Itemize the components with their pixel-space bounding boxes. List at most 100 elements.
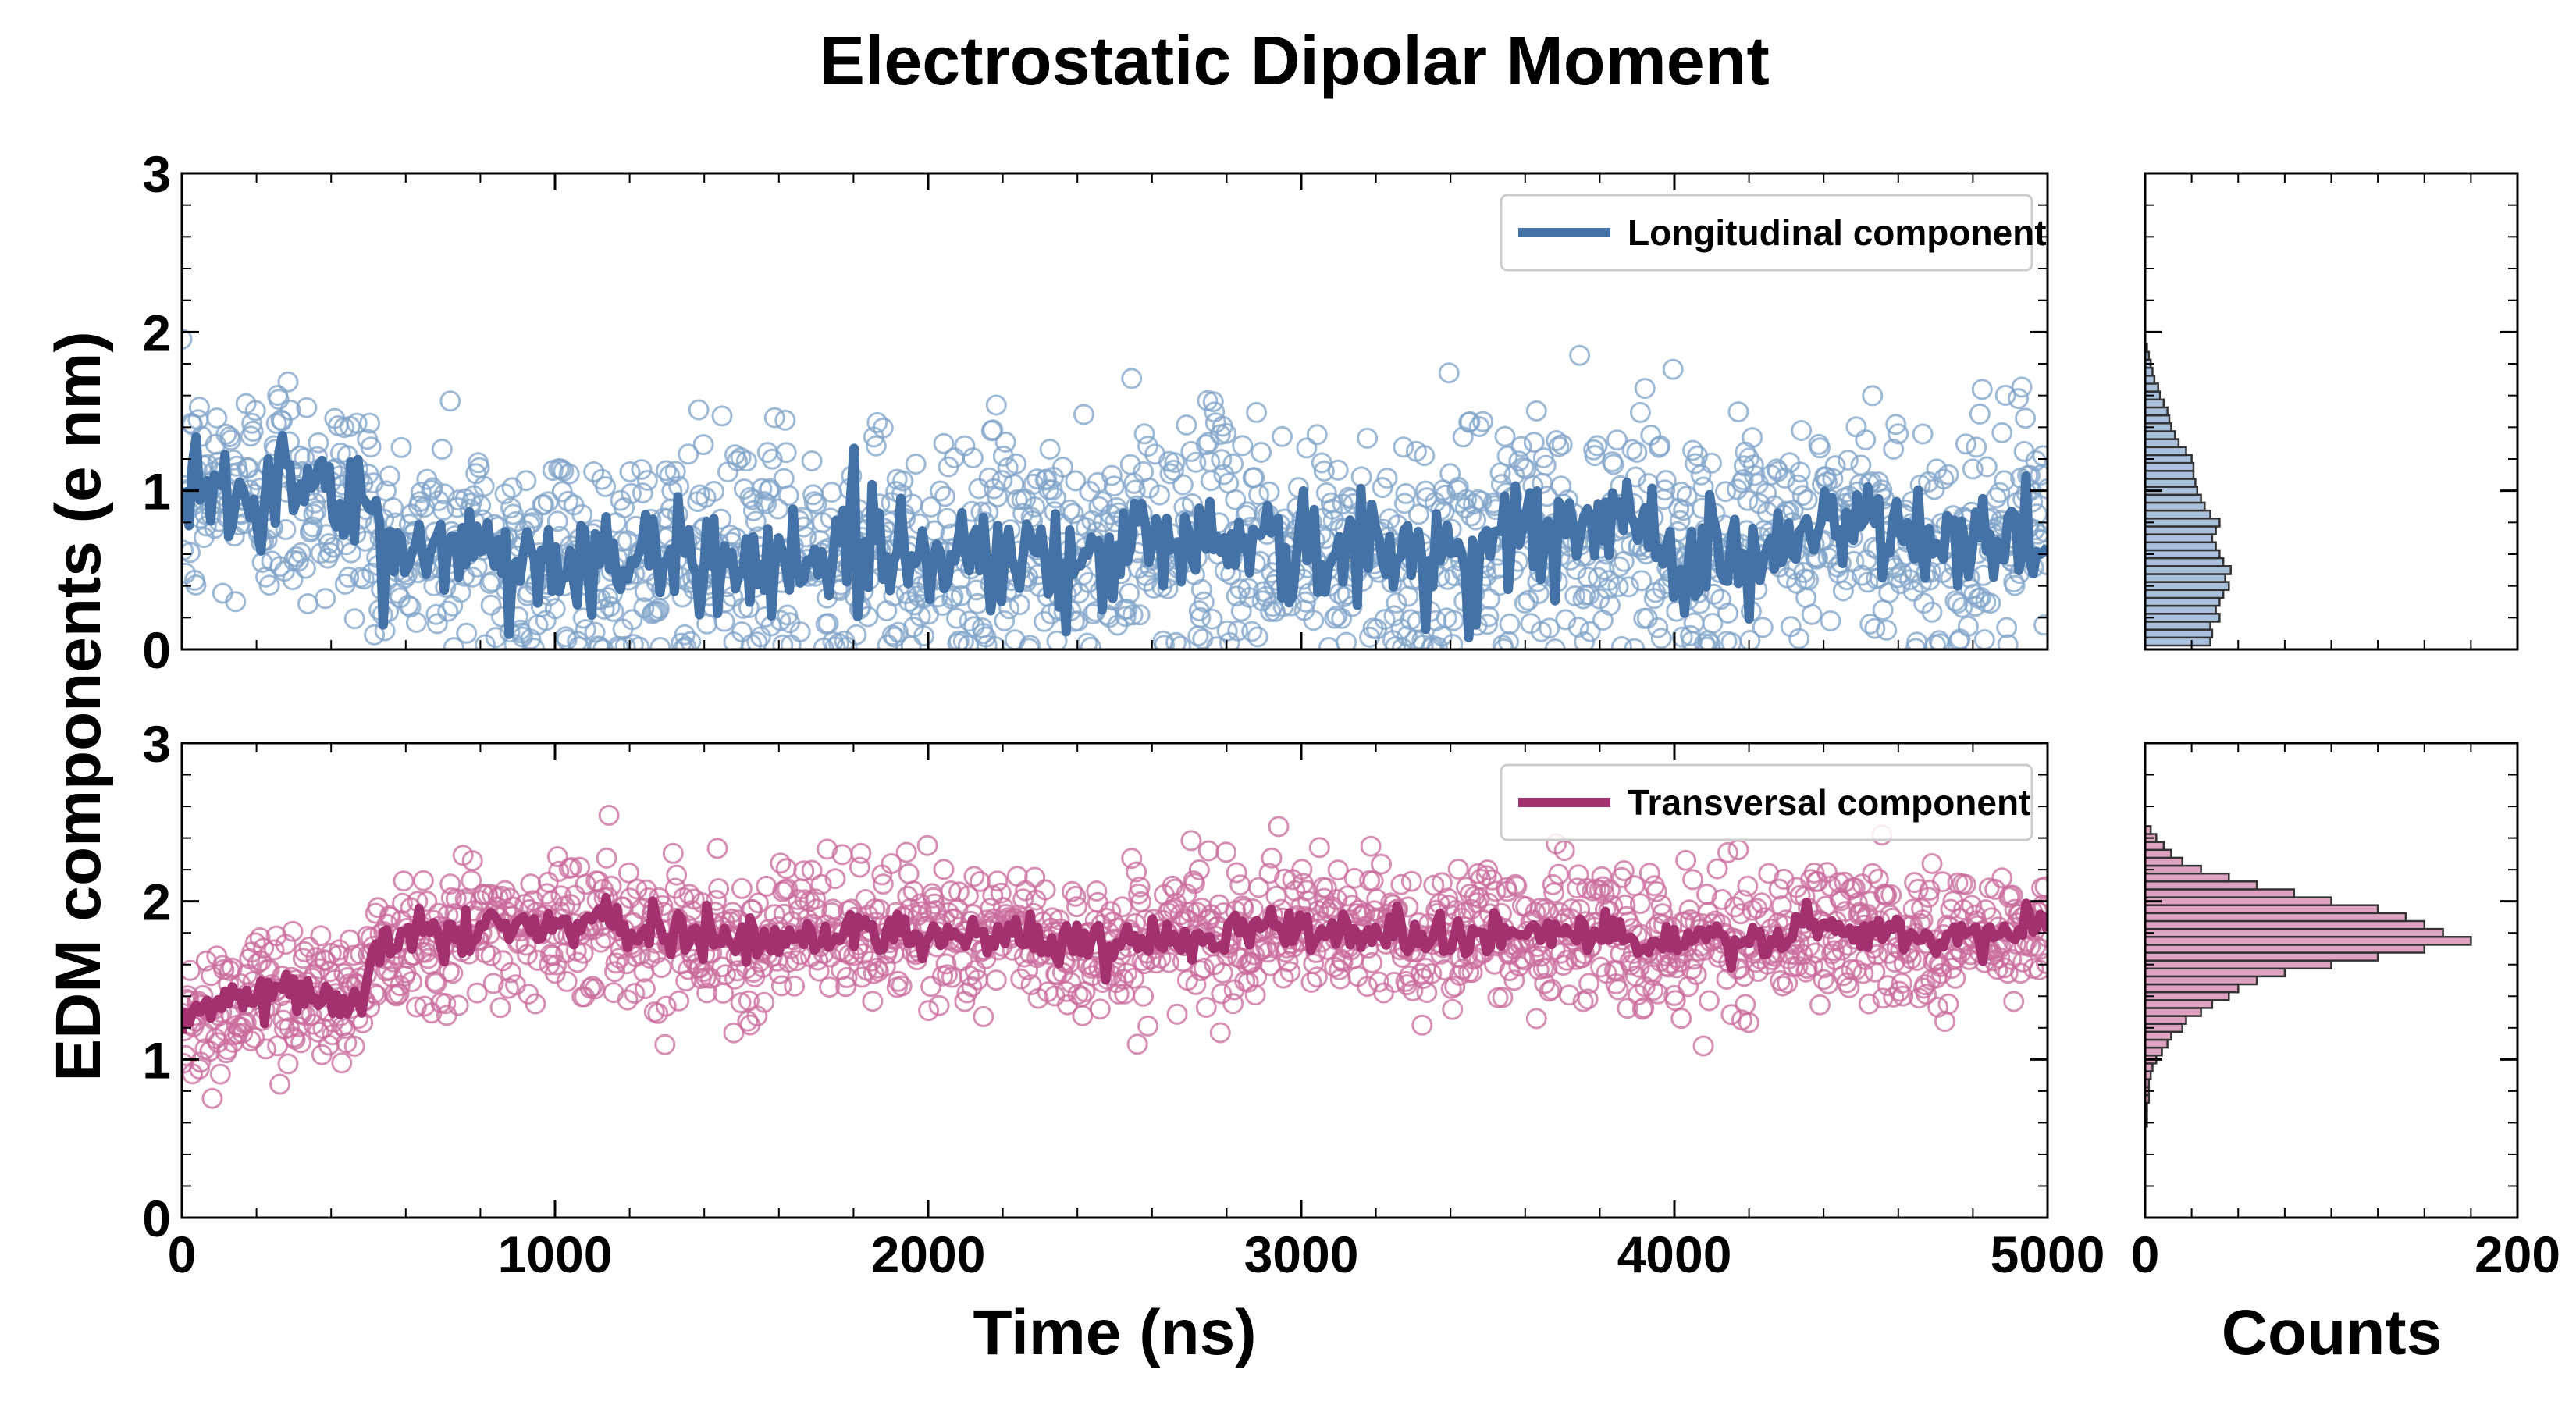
transversal-scatter-point [1164, 878, 1186, 900]
transversal-scatter-point [824, 868, 846, 890]
transversal-scatter-point [380, 906, 401, 928]
transversal-scatter-point [935, 953, 957, 975]
transversal-scatter-point [564, 884, 586, 906]
transversal-scatter-point [1402, 980, 1424, 1001]
longitudinal-scatter-point [680, 631, 702, 649]
longitudinal-scatter-point [621, 609, 643, 631]
transversal-histogram-bar [2144, 975, 2258, 986]
longitudinal-scatter-point [1782, 500, 1804, 521]
transversal-legend-box [1500, 763, 2033, 841]
transversal-scatter-point [1916, 984, 1937, 1005]
transversal-histogram-bar [2144, 967, 2286, 978]
longitudinal-scatter-point [1989, 482, 2011, 503]
longitudinal-scatter-point [982, 419, 1004, 441]
transversal-scatter-point [1133, 985, 1155, 1007]
longitudinal-histogram-bar [2144, 604, 2217, 615]
transversal-scatter-point [2030, 938, 2048, 960]
longitudinal-scatter-point [1386, 592, 1407, 614]
longitudinal-histogram-bar [2144, 509, 2211, 520]
transversal-scatter-point [654, 1033, 676, 1055]
longitudinal-scatter-point [597, 587, 619, 608]
transversal-scatter-point [918, 1000, 940, 1022]
transversal-scatter-point [482, 973, 504, 994]
longitudinal-scatter-point [1149, 484, 1170, 506]
transversal-scatter-point [1421, 962, 1443, 984]
longitudinal-scatter-point [182, 414, 203, 436]
longitudinal-scatter-point [614, 635, 636, 649]
longitudinal-scatter-point [1742, 454, 1764, 476]
longitudinal-scatter-point [1655, 470, 1677, 491]
longitudinal-scatter-point [1603, 454, 1624, 475]
transversal-scatter-point [881, 853, 902, 874]
hist-x-axis-label: Counts [2222, 1297, 2442, 1368]
longitudinal-scatter-point [1438, 362, 1460, 384]
longitudinal-histogram-bar [2144, 533, 2214, 544]
transversal-scatter-point [634, 978, 656, 1000]
transversal-scatter-point [188, 1058, 210, 1080]
transversal-histogram-bar [2144, 1030, 2172, 1041]
longitudinal-scatter-point [774, 409, 796, 431]
longitudinal-scatter-point [1796, 489, 1818, 510]
longitudinal-scatter-point [443, 637, 464, 649]
transversal-scatter-point [1918, 887, 1939, 909]
transversal-scatter-point [1129, 876, 1151, 898]
transversal-scatter-point [480, 945, 502, 966]
transversal-scatter-point [1190, 960, 1212, 981]
transversal-scatter-point [1411, 1014, 1433, 1036]
transversal-scatter-point [867, 960, 889, 982]
transversal-scatter-point [1222, 993, 1244, 1015]
longitudinal-scatter-point [1272, 425, 1293, 447]
transversal-scatter-point [315, 950, 336, 972]
longitudinal-scatter-point [1597, 578, 1618, 600]
longitudinal-scatter-point [1350, 466, 1372, 488]
transversal-scatter-point [263, 939, 285, 961]
transversal-scatter-point [947, 898, 969, 919]
transversal-scatter-point [1126, 1033, 1148, 1055]
longitudinal-mean-line [182, 431, 2048, 642]
longitudinal-scatter-point [1395, 482, 1417, 504]
transversal-scatter-point [784, 975, 806, 997]
longitudinal-y-tick-label: 3 [142, 145, 171, 203]
longitudinal-scatter-point [1201, 608, 1223, 630]
longitudinal-scatter-point [279, 399, 301, 421]
longitudinal-scatter-point [1138, 477, 1160, 499]
longitudinal-scatter-point [600, 596, 621, 617]
longitudinal-scatter-point [1717, 603, 1738, 624]
longitudinal-scatter-point [1165, 631, 1187, 649]
longitudinal-scatter-point [1528, 582, 1550, 604]
longitudinal-scatter-point [1952, 596, 1973, 618]
longitudinal-histogram-bar [2144, 628, 2214, 639]
longitudinal-scatter-point [1164, 452, 1186, 474]
longitudinal-scatter-point [1574, 631, 1596, 649]
longitudinal-scatter-point [934, 486, 955, 507]
longitudinal-scatter-point [1045, 487, 1066, 509]
transversal-scatter-point [249, 927, 271, 948]
longitudinal-scatter-point [1752, 617, 1774, 638]
transversal-scatter-point [1315, 877, 1337, 899]
transversal-scatter-point [331, 1052, 353, 1074]
longitudinal-scatter-point [1468, 416, 1490, 437]
longitudinal-scatter-point [1883, 439, 1905, 460]
transversal-scatter-point [1892, 985, 1914, 1007]
longitudinal-scatter-point [688, 399, 710, 421]
transversal-scatter-point [916, 834, 938, 856]
transversal-mean-line [182, 892, 2048, 1035]
longitudinal-scatter-point [426, 613, 448, 635]
transversal-scatter-point [1599, 879, 1621, 901]
longitudinal-histogram-ticks [2144, 172, 2519, 651]
transversal-scatter-point [2034, 876, 2048, 898]
transversal-scatter-point [869, 898, 891, 920]
transversal-scatter-point [489, 997, 511, 1019]
transversal-scatter-point [292, 948, 314, 969]
transversal-scatter-point [1166, 1003, 1188, 1025]
transversal-scatter-point [1577, 988, 1599, 1010]
transversal-scatter-point [933, 859, 955, 880]
transversal-scatter-point [572, 942, 594, 964]
chart-title: Electrostatic Dipolar Moment [819, 22, 1770, 99]
longitudinal-scatter-point [515, 470, 537, 492]
transversal-scatter-point [662, 842, 684, 864]
longitudinal-scatter-point [761, 448, 783, 470]
transversal-scatter-point [1758, 863, 1780, 884]
longitudinal-scatter-point [1192, 628, 1214, 649]
longitudinal-scatter-point [1579, 621, 1601, 642]
